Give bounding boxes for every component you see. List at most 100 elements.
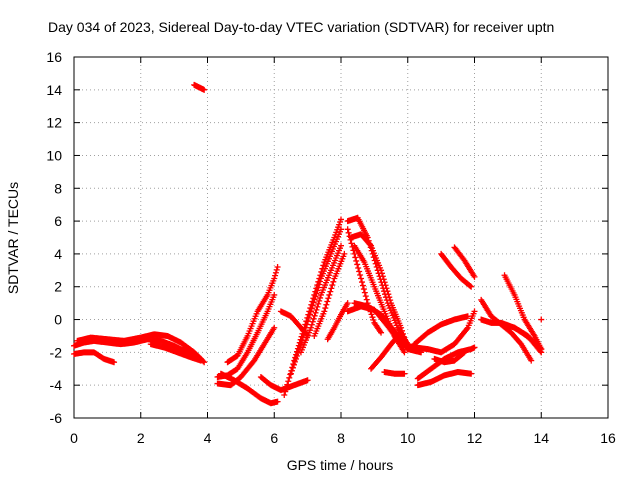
series-arc-10 <box>257 373 311 394</box>
data-point <box>308 305 315 312</box>
data-point <box>288 367 295 374</box>
data-point <box>303 331 310 338</box>
data-point <box>538 346 545 353</box>
data-point <box>324 298 331 305</box>
x-tick-label: 0 <box>70 430 78 446</box>
y-tick-label: -4 <box>50 377 63 393</box>
series-arc-12 <box>287 226 344 377</box>
data-point <box>312 293 319 300</box>
data-point <box>352 254 359 261</box>
x-tick-label: 2 <box>137 430 145 446</box>
data-point <box>330 278 337 285</box>
data-point <box>467 282 474 289</box>
data-point <box>397 330 404 337</box>
data-point <box>380 285 387 292</box>
grid <box>74 57 608 418</box>
series-arc-29 <box>431 349 468 366</box>
series-arc-15 <box>277 308 311 339</box>
data-point <box>471 273 478 280</box>
data-point <box>366 241 373 248</box>
data-point <box>305 314 312 321</box>
y-axis-label: SDTVAR / TECUs <box>5 182 21 294</box>
data-point <box>528 357 535 364</box>
data-point <box>382 294 389 301</box>
data-point <box>283 385 290 392</box>
data-point <box>287 370 294 377</box>
series-arc-26 <box>414 369 475 389</box>
data-point <box>368 247 375 254</box>
data-point <box>368 311 375 318</box>
data-point <box>272 272 279 279</box>
series-arc-24 <box>381 369 408 377</box>
data-point <box>317 294 324 301</box>
data-point <box>320 262 327 269</box>
data-point <box>282 388 289 395</box>
data-point <box>363 296 370 303</box>
data-point <box>358 275 365 282</box>
data-point <box>537 345 544 352</box>
data-point <box>314 303 321 310</box>
series-arc-8 <box>214 324 278 389</box>
data-point <box>353 257 360 264</box>
data-point <box>286 374 293 381</box>
data-point <box>285 378 292 385</box>
data-point <box>369 314 376 321</box>
data-point <box>381 291 388 298</box>
data-point <box>271 291 278 298</box>
data-point <box>367 244 374 251</box>
data-point <box>316 281 323 288</box>
data-point <box>378 279 385 286</box>
data-point <box>377 276 384 283</box>
data-point <box>376 273 383 280</box>
data-point <box>316 297 323 304</box>
series-arc-35 <box>511 324 545 353</box>
data-point <box>355 264 362 271</box>
y-tick-label: -2 <box>50 344 63 360</box>
series-arc-14 <box>311 250 348 339</box>
data-point <box>310 299 317 306</box>
data-point <box>329 282 336 289</box>
data-point <box>362 293 369 300</box>
data-point <box>323 301 330 308</box>
data-point <box>338 226 344 233</box>
data-point <box>360 286 367 293</box>
data-point <box>338 216 344 223</box>
data-point <box>293 352 300 359</box>
series-arc-36 <box>538 316 545 323</box>
data-point <box>311 296 318 303</box>
y-tick-label: 6 <box>54 213 62 229</box>
data-point <box>308 321 315 328</box>
data-point <box>271 275 278 282</box>
data-point <box>309 302 316 309</box>
series-arc-2 <box>71 349 118 366</box>
data-point <box>468 370 475 377</box>
data-point <box>351 250 358 257</box>
data-point <box>284 381 291 388</box>
data-point <box>314 287 321 294</box>
data-point <box>374 267 381 274</box>
data-point <box>378 329 385 336</box>
data-point <box>370 317 377 324</box>
data-point <box>379 282 386 289</box>
data-point <box>111 359 118 366</box>
data-point <box>471 344 478 351</box>
y-tick-label: 2 <box>54 279 62 295</box>
data-point <box>315 284 322 291</box>
series-arc-16 <box>324 300 351 343</box>
data-point <box>304 377 311 384</box>
data-point <box>356 268 363 275</box>
data-point <box>309 318 316 325</box>
data-point <box>328 285 335 292</box>
x-tick-label: 10 <box>400 430 416 446</box>
data-point <box>463 325 470 332</box>
data-point <box>321 308 328 315</box>
chart-title: Day 034 of 2023, Sidereal Day-to-day VTE… <box>48 19 554 35</box>
series-arc-30 <box>438 250 475 290</box>
data-point <box>290 361 297 368</box>
data-point <box>315 300 322 307</box>
x-tick-label: 6 <box>270 430 278 446</box>
data-point <box>354 261 361 268</box>
data-point <box>272 269 279 276</box>
data-point <box>291 358 298 365</box>
